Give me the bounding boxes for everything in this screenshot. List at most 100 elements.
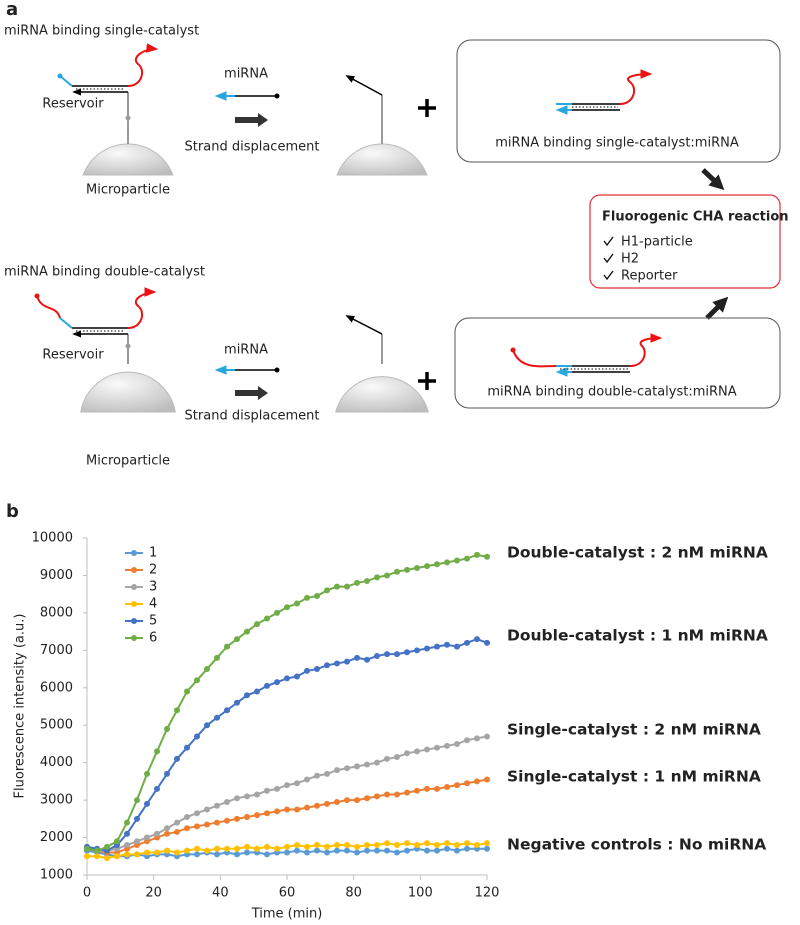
flow-arrow xyxy=(701,168,725,191)
data-point xyxy=(394,842,400,849)
data-point xyxy=(224,845,230,852)
data-point xyxy=(434,785,440,792)
data-point xyxy=(154,785,160,792)
data-point xyxy=(84,845,90,852)
data-point xyxy=(404,649,410,656)
data-point xyxy=(464,737,470,744)
data-point xyxy=(434,842,440,849)
legend-marker xyxy=(131,601,137,607)
data-point xyxy=(364,847,370,854)
data-point xyxy=(144,770,150,777)
data-point xyxy=(454,842,460,849)
data-point xyxy=(334,767,340,774)
data-point xyxy=(464,845,470,852)
data-point xyxy=(354,849,360,856)
data-point xyxy=(304,667,310,674)
data-point xyxy=(414,564,420,571)
data-point xyxy=(284,806,290,813)
data-point xyxy=(174,819,180,826)
data-point xyxy=(214,802,220,809)
data-point xyxy=(284,782,290,789)
x-tick-label: 60 xyxy=(279,886,296,901)
legend-marker xyxy=(131,567,137,573)
catalyst-arm xyxy=(127,287,157,329)
data-point xyxy=(334,798,340,805)
data-point xyxy=(294,806,300,813)
data-point xyxy=(254,845,260,852)
data-point xyxy=(254,621,260,628)
data-point xyxy=(194,810,200,817)
data-point xyxy=(474,551,480,558)
series-annotation: Single-catalyst : 2 nM miRNA xyxy=(507,721,761,739)
y-axis-label: Fluorescence intensity (a.u.) xyxy=(13,614,28,799)
data-point xyxy=(344,765,350,772)
y-tick-label: 10000 xyxy=(32,531,73,546)
series xyxy=(84,840,490,862)
data-point xyxy=(204,821,210,828)
panel-label: b xyxy=(6,501,19,522)
data-point xyxy=(284,843,290,850)
data-point xyxy=(374,847,380,854)
data-point xyxy=(154,748,160,755)
reaction-box: Fluorogenic CHA reaction H1-particle H2 … xyxy=(589,194,789,289)
data-point xyxy=(384,847,390,854)
data-point xyxy=(194,677,200,684)
microparticle xyxy=(336,143,428,176)
data-point xyxy=(264,682,270,689)
data-point xyxy=(194,823,200,830)
data-point xyxy=(184,825,190,832)
data-point xyxy=(184,813,190,820)
x-axis-label: Time (min) xyxy=(251,907,323,922)
label: Strand displacement xyxy=(185,409,320,424)
data-point xyxy=(274,845,280,852)
data-point xyxy=(384,651,390,658)
toehold xyxy=(59,317,73,329)
data-point xyxy=(334,847,340,854)
legend-label: 4 xyxy=(149,597,157,612)
data-point xyxy=(424,746,430,753)
data-point xyxy=(274,785,280,792)
data-point xyxy=(334,660,340,667)
data-point xyxy=(444,840,450,847)
data-point xyxy=(334,842,340,849)
data-point xyxy=(434,744,440,751)
data-point xyxy=(344,842,350,849)
data-point xyxy=(174,707,180,714)
data-point xyxy=(284,604,290,611)
legend-label: 6 xyxy=(149,631,157,646)
catalyst-arm xyxy=(512,349,557,368)
product-box xyxy=(456,39,781,163)
data-point xyxy=(414,787,420,794)
data-point xyxy=(344,583,350,590)
box-frame xyxy=(589,194,781,289)
label: Reservoir xyxy=(42,97,104,112)
data-point xyxy=(184,688,190,695)
data-point xyxy=(134,851,140,858)
strand xyxy=(345,75,383,96)
legend-marker xyxy=(131,550,137,556)
data-point xyxy=(264,851,270,858)
strand-end xyxy=(57,73,63,79)
microparticle xyxy=(80,371,176,413)
data-point xyxy=(294,847,300,854)
data-point xyxy=(234,795,240,802)
strand-end xyxy=(34,293,40,299)
data-point xyxy=(124,851,130,858)
label: miRNA binding single-catalyst:miRNA xyxy=(495,136,739,151)
data-point xyxy=(394,651,400,658)
series-annotation: Negative controls : No miRNA xyxy=(507,836,766,854)
reaction-arrow xyxy=(235,113,268,127)
series-annotation: Double-catalyst : 1 nM miRNA xyxy=(507,627,768,645)
legend-label: 3 xyxy=(149,580,157,595)
data-point xyxy=(484,776,490,783)
data-point xyxy=(384,755,390,762)
data-point xyxy=(454,643,460,650)
data-point xyxy=(324,843,330,850)
data-point xyxy=(164,847,170,854)
x-tick-label: 20 xyxy=(145,886,162,901)
data-point xyxy=(424,563,430,570)
legend-label: 5 xyxy=(149,614,157,629)
data-point xyxy=(244,813,250,820)
data-point xyxy=(404,847,410,854)
